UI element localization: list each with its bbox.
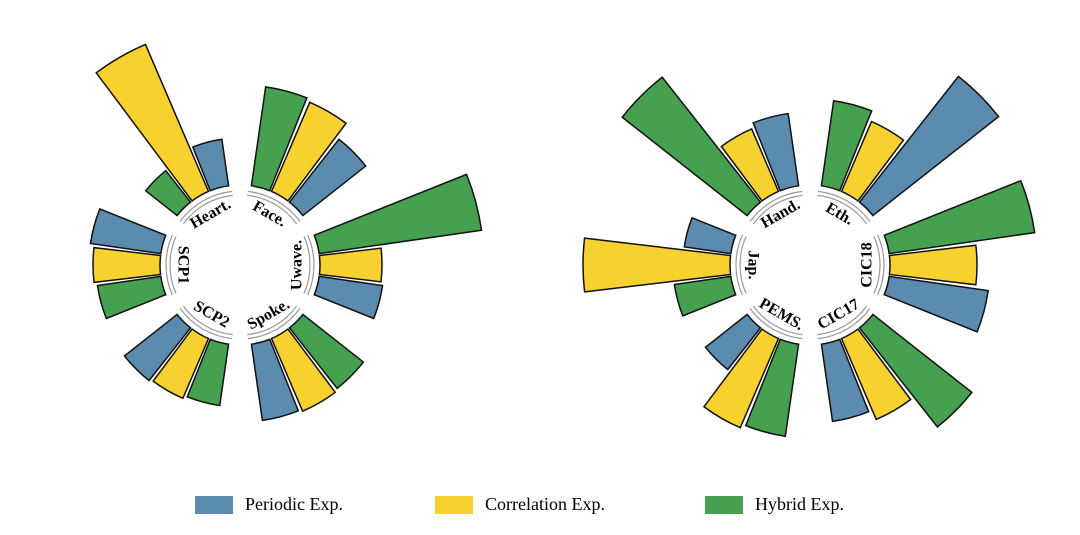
bar — [858, 313, 973, 428]
bar — [582, 237, 732, 293]
bar — [288, 138, 367, 217]
bar — [702, 328, 780, 429]
label-ring — [739, 236, 747, 294]
bar — [270, 328, 337, 413]
bar — [704, 313, 762, 371]
bar — [683, 216, 737, 255]
label-ring — [752, 194, 803, 225]
group-label: SCP1 — [174, 246, 191, 284]
bar — [883, 179, 1036, 255]
bar — [820, 99, 873, 192]
legend-swatch — [195, 496, 233, 514]
bar — [152, 328, 210, 400]
label-ring — [179, 308, 233, 340]
bar — [313, 173, 483, 255]
bar — [752, 112, 800, 192]
label-ring — [817, 194, 868, 225]
bar — [820, 338, 870, 423]
label-ring — [817, 308, 871, 340]
group-label: Uwave. — [289, 240, 306, 290]
legend-swatch — [705, 496, 743, 514]
bar — [621, 76, 762, 217]
bar — [858, 75, 1000, 217]
bar — [270, 101, 348, 202]
bar — [318, 247, 383, 283]
legend-label: Periodic Exp. — [245, 494, 343, 514]
label-ring — [817, 305, 868, 336]
label-ring — [873, 236, 881, 294]
group-label: Jap. — [744, 251, 761, 280]
label-ring — [247, 190, 301, 222]
label-ring — [735, 234, 743, 296]
bar — [883, 275, 990, 333]
bar — [313, 275, 384, 320]
legend-swatch — [435, 496, 473, 514]
bar — [840, 120, 905, 202]
label-ring — [877, 234, 885, 296]
bar — [89, 207, 167, 255]
label-ring — [182, 305, 233, 336]
bar — [95, 43, 210, 202]
bar — [191, 138, 230, 192]
label-ring — [182, 194, 233, 225]
label-ring — [247, 305, 298, 336]
bar — [288, 313, 365, 390]
bar — [888, 244, 978, 286]
group-label: Spoke. — [245, 296, 293, 334]
bar — [744, 338, 800, 438]
bar — [720, 127, 780, 202]
label-ring — [752, 305, 803, 336]
group-label: CIC18 — [859, 242, 876, 287]
group-label: SCP2 — [191, 298, 233, 332]
label-ring — [817, 190, 871, 222]
label-ring — [303, 236, 311, 294]
label-ring — [749, 308, 803, 340]
label-ring — [247, 308, 301, 340]
bar — [123, 313, 192, 382]
label-ring — [247, 194, 298, 225]
legend-label: Correlation Exp. — [485, 494, 605, 514]
bar — [250, 338, 300, 422]
group-label: Face. — [250, 198, 290, 231]
group-label: CIC17 — [815, 296, 863, 333]
bar — [840, 328, 912, 421]
bar — [92, 246, 162, 284]
label-ring — [169, 236, 177, 294]
bar — [250, 85, 308, 192]
bar — [673, 275, 737, 317]
bar — [186, 338, 230, 407]
bar — [96, 275, 167, 320]
label-ring — [749, 190, 803, 222]
legend-label: Hybrid Exp. — [755, 494, 844, 514]
label-ring — [165, 234, 173, 296]
bar — [144, 169, 192, 217]
label-ring — [307, 234, 315, 296]
label-ring — [179, 190, 233, 222]
group-label: PEMS. — [756, 295, 806, 334]
